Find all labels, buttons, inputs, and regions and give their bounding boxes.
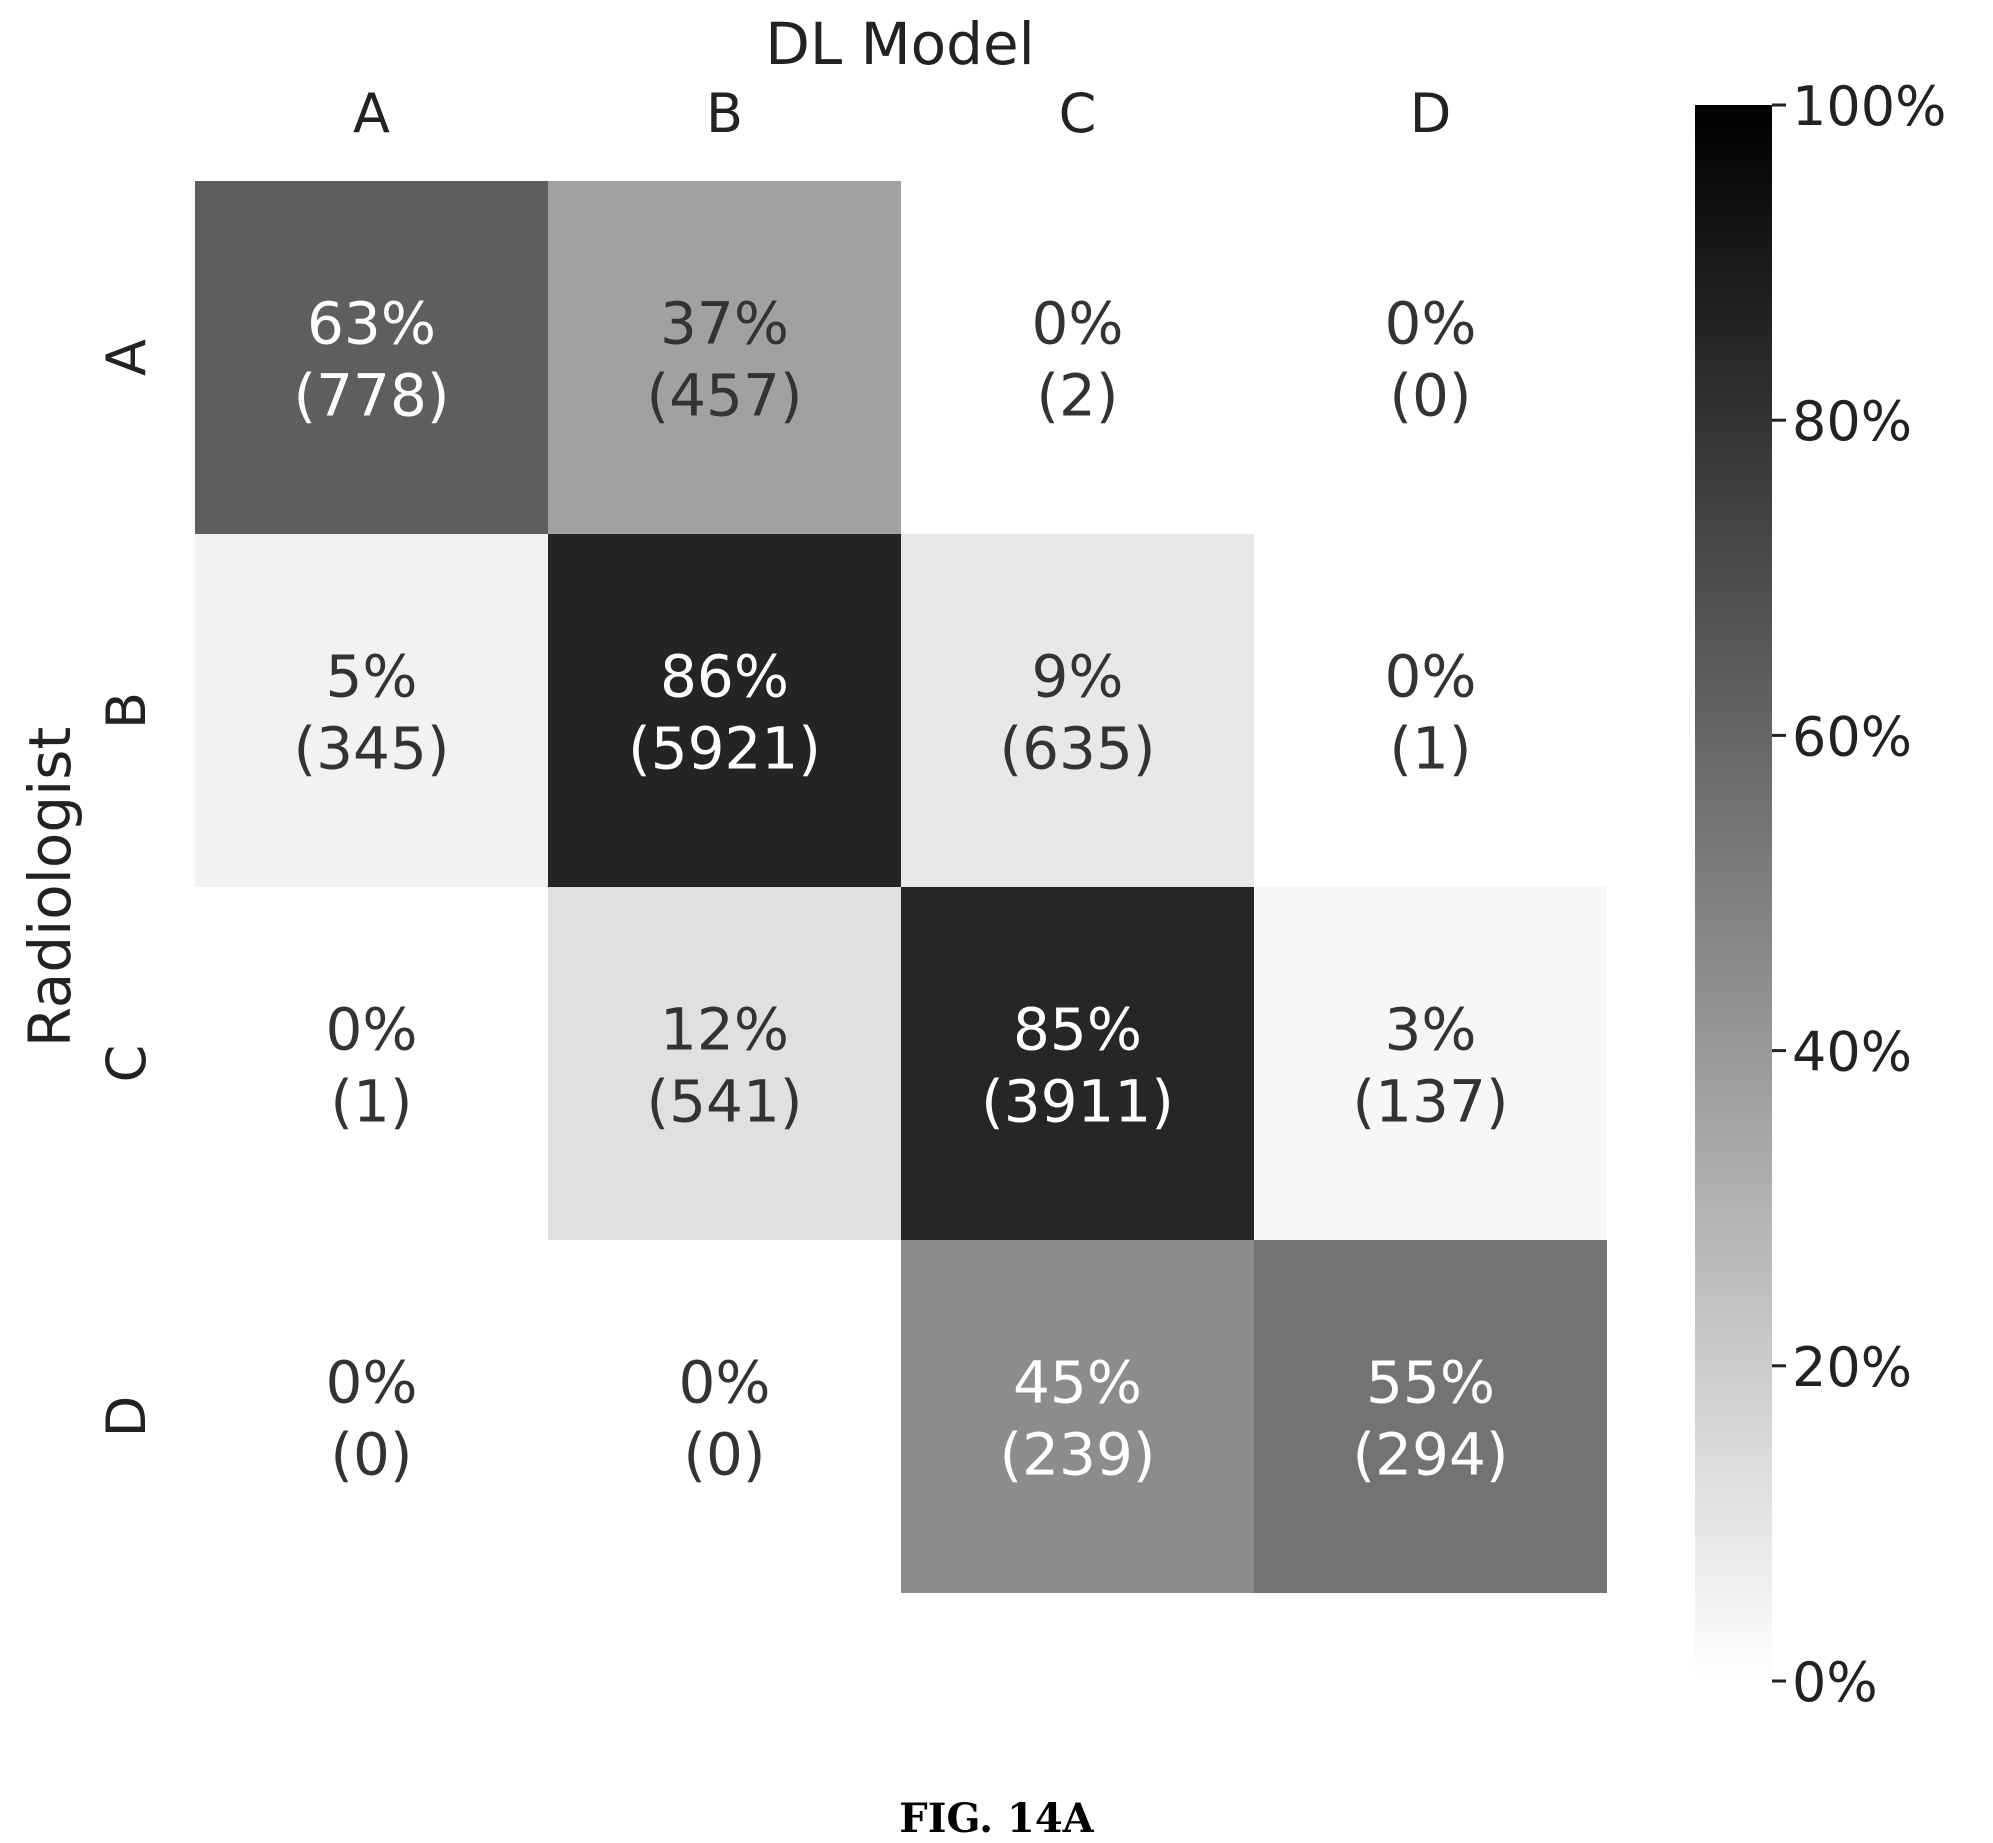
colorbar-tick-label: 40%: [1792, 1021, 1912, 1084]
heatmap-cell-rect: [548, 1240, 901, 1593]
cell-percent-label: 3%: [1384, 996, 1476, 1064]
colorbar-tick-label: 20%: [1792, 1336, 1912, 1399]
heatmap-cell-rect: [901, 181, 1254, 534]
heatmap-cell: 0%(0): [548, 1240, 901, 1593]
cell-percent-label: 12%: [660, 996, 789, 1064]
heatmap-cell-rect: [548, 181, 901, 534]
heatmap-cell-rect: [1254, 887, 1607, 1240]
cell-percent-label: 5%: [325, 643, 417, 711]
cell-percent-label: 0%: [678, 1349, 770, 1417]
cell-percent-label: 63%: [307, 290, 436, 358]
heatmap-cell-rect: [195, 1240, 548, 1593]
cell-count-label: (137): [1353, 1068, 1509, 1136]
heatmap-cell-rect: [195, 181, 548, 534]
heatmap-cell: 0%(0): [195, 1240, 548, 1593]
heatmap-cell-rect: [195, 534, 548, 887]
cell-count-label: (3911): [981, 1068, 1174, 1136]
cell-count-label: (239): [1000, 1421, 1156, 1489]
figure-caption: FIG. 14A: [899, 1795, 1094, 1842]
colorbar-tick-label: 60%: [1792, 705, 1912, 768]
cell-percent-label: 0%: [1384, 643, 1476, 711]
cell-percent-label: 55%: [1366, 1349, 1495, 1417]
colorbar-gradient: [1695, 105, 1772, 1681]
x-tick-label: C: [1059, 82, 1097, 145]
cell-percent-label: 45%: [1013, 1349, 1142, 1417]
heatmap-cell: 0%(2): [901, 181, 1254, 534]
cell-count-label: (457): [647, 362, 803, 430]
cell-count-label: (345): [294, 715, 450, 783]
cell-count-label: (778): [294, 362, 450, 430]
colorbar-tick-label: 80%: [1792, 390, 1912, 453]
heatmap-cell: 5%(345): [195, 534, 548, 887]
cell-percent-label: 0%: [325, 996, 417, 1064]
heatmap-cell: 0%(0): [1254, 181, 1607, 534]
y-tick-label: C: [95, 1045, 158, 1083]
cell-count-label: (541): [647, 1068, 803, 1136]
cell-percent-label: 85%: [1013, 996, 1142, 1064]
cell-count-label: (0): [1389, 362, 1471, 430]
cell-count-label: (5921): [628, 715, 821, 783]
heatmap-cell-rect: [1254, 534, 1607, 887]
x-tick-label: D: [1410, 82, 1452, 145]
y-tick-label: B: [95, 692, 158, 729]
heatmap-cell-rect: [548, 887, 901, 1240]
x-tick-label: B: [706, 82, 743, 145]
cell-count-label: (0): [683, 1421, 765, 1489]
colorbar: 100% 80% 60% 40% 20% 0%: [1695, 75, 1946, 1714]
cell-percent-label: 0%: [325, 1349, 417, 1417]
colorbar-tick-label: 0%: [1792, 1651, 1878, 1714]
heatmap-cell: 9%(635): [901, 534, 1254, 887]
cell-percent-label: 0%: [1031, 290, 1123, 358]
cell-count-label: (2): [1036, 362, 1118, 430]
heatmap-cell-rect: [1254, 181, 1607, 534]
heatmap-cell-rect: [195, 887, 548, 1240]
cell-percent-label: 9%: [1031, 643, 1123, 711]
heatmap-cell: 0%(1): [195, 887, 548, 1240]
cell-count-label: (294): [1353, 1421, 1509, 1489]
heatmap-cell: 85%(3911): [901, 887, 1254, 1240]
y-tick-label: D: [95, 1396, 158, 1438]
x-axis-title: DL Model: [765, 10, 1035, 78]
heatmap-cells: 63%(778)37%(457)0%(2)0%(0)5%(345)86%(592…: [195, 181, 1607, 1593]
heatmap-cell: 45%(239): [901, 1240, 1254, 1593]
y-axis-title: Radiologist: [16, 727, 84, 1047]
colorbar-tick-label: 100%: [1792, 75, 1946, 138]
heatmap-cell-rect: [901, 534, 1254, 887]
heatmap-cell: 0%(1): [1254, 534, 1607, 887]
axis-labels: DL Model Radiologist A B C D A B C D: [16, 10, 1451, 1437]
cell-count-label: (1): [1389, 715, 1471, 783]
heatmap-cell: 63%(778): [195, 181, 548, 534]
x-tick-label: A: [353, 82, 390, 145]
heatmap-cell: 37%(457): [548, 181, 901, 534]
heatmap-cell: 3%(137): [1254, 887, 1607, 1240]
cell-percent-label: 86%: [660, 643, 789, 711]
cell-count-label: (1): [330, 1068, 412, 1136]
cell-count-label: (0): [330, 1421, 412, 1489]
cell-percent-label: 0%: [1384, 290, 1476, 358]
heatmap-cell: 86%(5921): [548, 534, 901, 887]
heatmap-cell: 12%(541): [548, 887, 901, 1240]
heatmap-cell-rect: [901, 1240, 1254, 1593]
heatmap-cell-rect: [1254, 1240, 1607, 1593]
heatmap-cell-rect: [901, 887, 1254, 1240]
cell-count-label: (635): [1000, 715, 1156, 783]
heatmap-cell-rect: [548, 534, 901, 887]
cell-percent-label: 37%: [660, 290, 789, 358]
heatmap-cell: 55%(294): [1254, 1240, 1607, 1593]
y-tick-label: A: [95, 339, 158, 376]
